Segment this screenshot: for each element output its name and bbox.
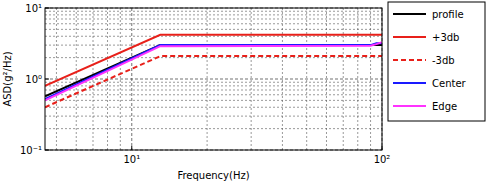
series-line bbox=[45, 35, 382, 86]
x-tick bbox=[131, 146, 132, 150]
minor-grid-y bbox=[45, 23, 382, 24]
minor-grid-y bbox=[45, 100, 382, 101]
minor-grid-y bbox=[45, 128, 382, 129]
y-tick-label: 10⁰ bbox=[25, 74, 42, 85]
legend-label: Edge bbox=[432, 101, 457, 112]
legend-swatch bbox=[393, 105, 426, 107]
x-tick-label: 10¹ bbox=[123, 154, 140, 165]
legend-swatch bbox=[393, 59, 426, 61]
series-line bbox=[45, 56, 382, 107]
chart: 10¹ 10² 10⁻¹ 10⁰ 10¹ Frequency(Hz) ASD(g²/Hz) p… bbox=[0, 0, 488, 189]
minor-grid-y bbox=[45, 89, 382, 90]
legend-swatch bbox=[393, 36, 426, 38]
series-line bbox=[45, 43, 382, 99]
series-line bbox=[45, 42, 382, 100]
series-line bbox=[45, 45, 382, 96]
minor-grid-y bbox=[45, 36, 382, 37]
plot-area bbox=[45, 8, 382, 150]
y-tick bbox=[45, 8, 49, 9]
minor-grid-y bbox=[45, 85, 382, 86]
grid-y bbox=[45, 79, 382, 80]
series-lines bbox=[45, 35, 382, 108]
legend-label: +3db bbox=[432, 32, 459, 43]
legend-swatch bbox=[393, 13, 426, 15]
plot-frame bbox=[45, 8, 382, 150]
legend-swatch bbox=[393, 82, 426, 84]
grid bbox=[45, 8, 382, 150]
minor-grid-y bbox=[45, 94, 382, 95]
y-tick bbox=[45, 150, 49, 151]
minor-grid-y bbox=[45, 82, 382, 83]
legend-label: Center bbox=[432, 78, 467, 89]
legend-label: profile bbox=[432, 9, 464, 20]
minor-grid-y bbox=[45, 116, 382, 117]
x-tick bbox=[382, 146, 383, 150]
minor-grid-y bbox=[45, 18, 382, 19]
x-tick-label: 10² bbox=[374, 154, 391, 165]
y-tick bbox=[45, 79, 49, 80]
minor-grid-y bbox=[45, 107, 382, 108]
minor-grid-y bbox=[45, 29, 382, 30]
minor-grid-y bbox=[45, 14, 382, 15]
y-tick-label: 10⁻¹ bbox=[20, 145, 42, 156]
legend: profile +3db -3db Center Edge bbox=[388, 2, 485, 121]
minor-grid-y bbox=[45, 11, 382, 12]
y-axis-label: ASD(g²/Hz) bbox=[2, 51, 13, 106]
x-axis-label: Frequency(Hz) bbox=[177, 170, 249, 181]
legend-box bbox=[388, 2, 485, 121]
minor-grid-y bbox=[45, 57, 382, 58]
legend-label: -3db bbox=[432, 55, 455, 66]
y-tick-label: 10¹ bbox=[25, 3, 42, 14]
